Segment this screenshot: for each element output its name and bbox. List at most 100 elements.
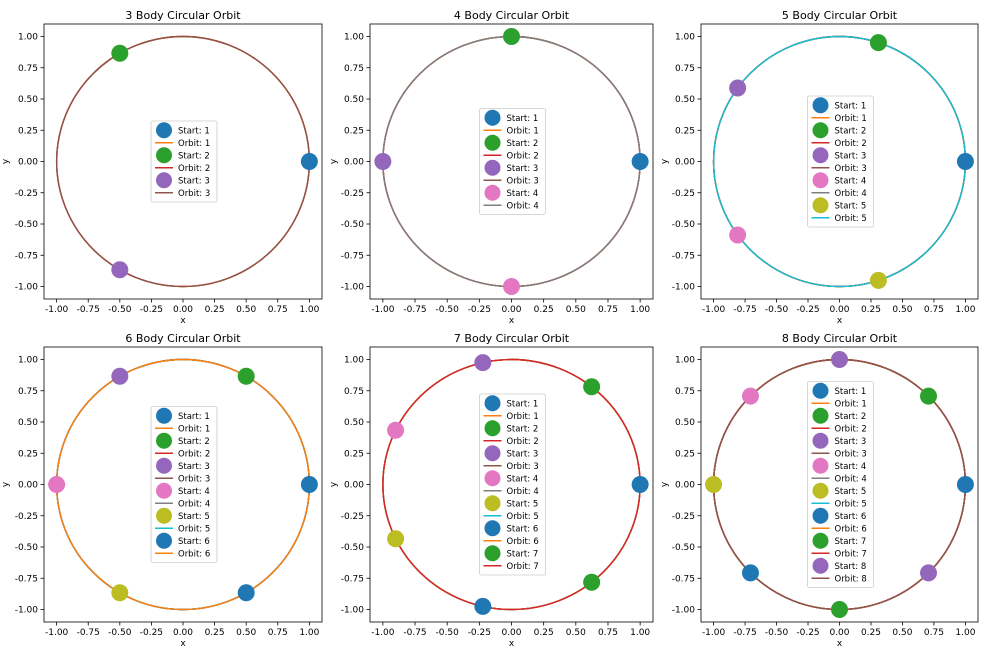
y-tick-label: 0.50 — [344, 95, 364, 105]
chart-title: 5 Body Circular Orbit — [782, 9, 898, 22]
x-tick-label: -0.50 — [436, 305, 460, 315]
legend-start-label-1: Start: 1 — [507, 399, 539, 409]
legend-start-marker-4 — [484, 184, 501, 201]
y-axis-label: y — [329, 481, 339, 487]
start-marker-2 — [111, 44, 129, 62]
x-tick-label: 0.50 — [236, 305, 256, 315]
start-marker-6 — [237, 584, 255, 602]
x-axis-label: x — [180, 639, 186, 649]
legend-start-marker-3 — [812, 432, 829, 449]
legend-start-marker-2 — [484, 134, 501, 151]
legend-orbit-label-2: Orbit: 2 — [835, 139, 867, 149]
legend-orbit-label-1: Orbit: 1 — [178, 139, 210, 149]
legend-start-marker-2 — [812, 407, 829, 424]
y-axis-label: y — [329, 158, 339, 164]
x-tick-label: 0.50 — [566, 628, 586, 638]
legend-orbit-label-4: Orbit: 4 — [835, 189, 867, 199]
legend-start-marker-4 — [812, 457, 829, 474]
y-tick-label: 1.00 — [675, 356, 695, 366]
x-tick-label: -0.25 — [796, 305, 819, 315]
legend-start-label-5: Start: 5 — [835, 487, 867, 497]
y-tick-label: -1.00 — [672, 283, 696, 293]
legend-start-label-3: Start: 3 — [835, 151, 867, 161]
x-tick-label: 0.50 — [892, 628, 912, 638]
legend-orbit-label-7: Orbit: 7 — [835, 549, 867, 559]
y-tick-label: 0.25 — [344, 449, 364, 459]
legend-orbit-label-4: Orbit: 4 — [507, 487, 539, 497]
y-tick-label: -0.75 — [672, 251, 695, 261]
x-tick-label: 0.00 — [501, 305, 521, 315]
x-tick-label: 0.00 — [501, 628, 521, 638]
start-marker-7 — [831, 601, 848, 618]
legend-orbit-label-3: Orbit: 3 — [507, 462, 539, 472]
legend-orbit-label-4: Orbit: 4 — [835, 474, 867, 484]
x-tick-label: -0.25 — [468, 305, 491, 315]
y-tick-label: 1.00 — [344, 33, 364, 43]
start-marker-2 — [869, 34, 887, 52]
y-tick-label: 0.50 — [675, 95, 695, 105]
y-tick-label: -1.00 — [341, 606, 365, 616]
start-marker-1 — [956, 153, 974, 170]
start-marker-4 — [503, 278, 520, 295]
x-tick-label: -0.75 — [403, 628, 426, 638]
start-marker-1 — [300, 476, 318, 493]
start-marker-3 — [111, 261, 129, 279]
x-tick-label: 0.25 — [534, 628, 554, 638]
legend-orbit-label-2: Orbit: 2 — [507, 151, 539, 161]
legend-start-label-2: Start: 2 — [507, 424, 539, 434]
legend-start-marker-2 — [156, 147, 172, 164]
legend-start-marker-3 — [812, 147, 829, 164]
x-tick-label: 0.25 — [861, 305, 881, 315]
y-tick-label: -0.25 — [15, 512, 38, 522]
legend-start-label-2: Start: 2 — [507, 139, 539, 149]
legend-orbit-label-5: Orbit: 5 — [835, 499, 867, 509]
start-marker-1 — [631, 476, 649, 493]
y-tick-label: -0.25 — [15, 189, 38, 199]
legend-start-marker-5 — [812, 197, 829, 214]
legend-start-label-8: Start: 8 — [835, 562, 867, 572]
legend-orbit-label-3: Orbit: 3 — [178, 474, 210, 484]
y-tick-label: 0.25 — [675, 126, 695, 136]
x-tick-label: 1.00 — [955, 628, 975, 638]
legend-orbit-label-3: Orbit: 3 — [835, 164, 867, 174]
legend-start-marker-5 — [812, 482, 829, 499]
start-marker-8 — [920, 564, 938, 582]
start-marker-4 — [741, 387, 759, 405]
legend: Start: 1 Orbit: 1 Start: 2 Orbit: 2 Start: 3… — [807, 95, 874, 228]
start-marker-1 — [300, 153, 318, 170]
legend-start-label-7: Start: 7 — [507, 549, 539, 559]
start-marker-3 — [831, 351, 848, 368]
legend-start-label-2: Start: 2 — [835, 126, 867, 136]
x-tick-label: -0.25 — [796, 628, 819, 638]
start-marker-3 — [111, 367, 129, 385]
start-marker-2 — [503, 28, 520, 45]
legend-start-label-4: Start: 4 — [507, 474, 539, 484]
legend: Start: 1 Orbit: 1 Start: 2 Orbit: 2 Start: 3… — [479, 108, 546, 215]
x-tick-label: -0.50 — [765, 305, 789, 315]
x-tick-label: 0.25 — [534, 305, 554, 315]
chart-title: 8 Body Circular Orbit — [782, 332, 898, 345]
legend-start-marker-3 — [156, 457, 172, 474]
x-tick-label: 0.00 — [829, 305, 849, 315]
start-marker-1 — [956, 476, 974, 493]
legend-start-label-6: Start: 6 — [178, 537, 210, 547]
x-axis-label: x — [180, 316, 186, 326]
legend-orbit-label-1: Orbit: 1 — [507, 126, 539, 136]
x-tick-label: -0.75 — [77, 628, 100, 638]
legend-orbit-label-1: Orbit: 1 — [507, 412, 539, 422]
chart-title: 7 Body Circular Orbit — [454, 332, 570, 345]
x-tick-label: -0.50 — [436, 628, 460, 638]
start-marker-6 — [474, 597, 492, 615]
x-tick-label: 1.00 — [630, 305, 650, 315]
x-tick-label: 0.00 — [173, 305, 193, 315]
y-tick-label: -0.50 — [15, 220, 39, 230]
x-tick-label: -0.75 — [403, 305, 426, 315]
legend-start-label-4: Start: 4 — [507, 189, 539, 199]
y-tick-label: 1.00 — [344, 356, 364, 366]
legend-start-label-5: Start: 5 — [178, 512, 210, 522]
x-tick-label: 0.25 — [861, 628, 881, 638]
x-tick-label: 0.25 — [205, 305, 225, 315]
chart-title: 3 Body Circular Orbit — [125, 9, 241, 22]
legend-start-marker-1 — [156, 122, 172, 139]
start-marker-3 — [729, 79, 747, 97]
